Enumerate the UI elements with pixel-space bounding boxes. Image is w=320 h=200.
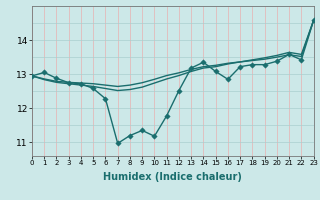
X-axis label: Humidex (Indice chaleur): Humidex (Indice chaleur) [103,172,242,182]
